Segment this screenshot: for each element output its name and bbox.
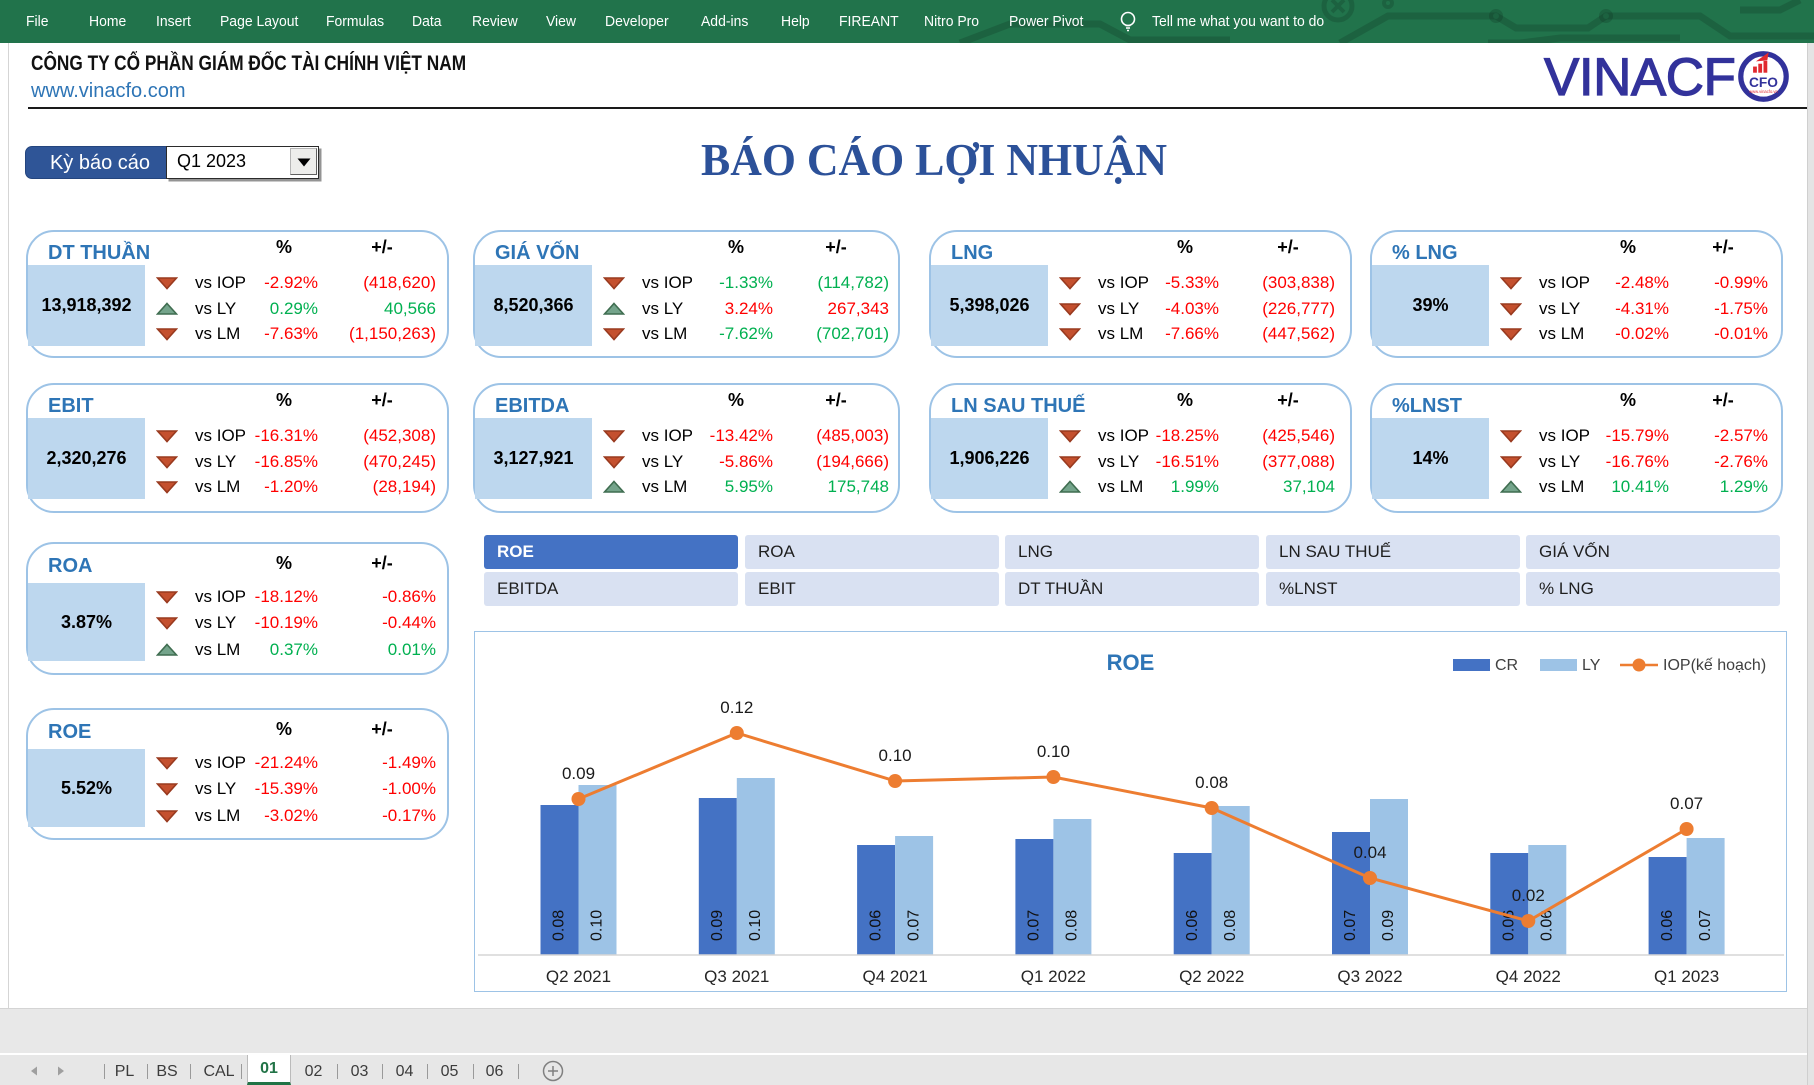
svg-text:0.08: 0.08 <box>1195 773 1228 792</box>
svg-text:0.06: 0.06 <box>1184 910 1201 941</box>
svg-text:Q2 2022: Q2 2022 <box>1179 967 1244 986</box>
svg-text:0.07: 0.07 <box>1670 794 1703 813</box>
svg-text:IOP(kế hoạch): IOP(kế hoạch) <box>1663 657 1766 674</box>
svg-text:0.02: 0.02 <box>1512 886 1545 905</box>
svg-text:0.07: 0.07 <box>905 910 922 941</box>
svg-text:Q1 2023: Q1 2023 <box>1654 967 1719 986</box>
svg-text:0.04: 0.04 <box>1353 843 1386 862</box>
svg-text:www.vinacfo.vn: www.vinacfo.vn <box>1749 89 1778 94</box>
svg-text:0.10: 0.10 <box>879 746 912 765</box>
svg-text:LY: LY <box>1582 657 1601 674</box>
svg-text:0.09: 0.09 <box>562 764 595 783</box>
svg-text:0.06: 0.06 <box>1659 910 1676 941</box>
svg-text:0.06: 0.06 <box>867 910 884 941</box>
svg-text:Q3 2022: Q3 2022 <box>1337 967 1402 986</box>
svg-text:0.09: 0.09 <box>1380 910 1397 941</box>
svg-text:0.09: 0.09 <box>709 910 726 941</box>
svg-text:Q4 2021: Q4 2021 <box>862 967 927 986</box>
svg-text:CR: CR <box>1495 657 1518 674</box>
svg-text:Q4 2022: Q4 2022 <box>1496 967 1561 986</box>
svg-text:0.08: 0.08 <box>551 910 568 941</box>
svg-text:0.06: 0.06 <box>1539 910 1556 941</box>
svg-text:Q2 2021: Q2 2021 <box>546 967 611 986</box>
svg-text:0.07: 0.07 <box>1026 910 1043 941</box>
svg-text:Q1 2022: Q1 2022 <box>1021 967 1086 986</box>
svg-text:CFO: CFO <box>1749 75 1778 90</box>
svg-text:0.07: 0.07 <box>1697 910 1714 941</box>
svg-text:0.08: 0.08 <box>1222 910 1239 941</box>
svg-text:0.10: 0.10 <box>1037 742 1070 761</box>
svg-text:0.07: 0.07 <box>1342 910 1359 941</box>
svg-text:ROE: ROE <box>1107 650 1155 675</box>
svg-text:0.10: 0.10 <box>747 910 764 941</box>
svg-text:0.12: 0.12 <box>720 698 753 717</box>
svg-text:Q3 2021: Q3 2021 <box>704 967 769 986</box>
svg-text:0.10: 0.10 <box>589 910 606 941</box>
svg-text:0.08: 0.08 <box>1064 910 1081 941</box>
